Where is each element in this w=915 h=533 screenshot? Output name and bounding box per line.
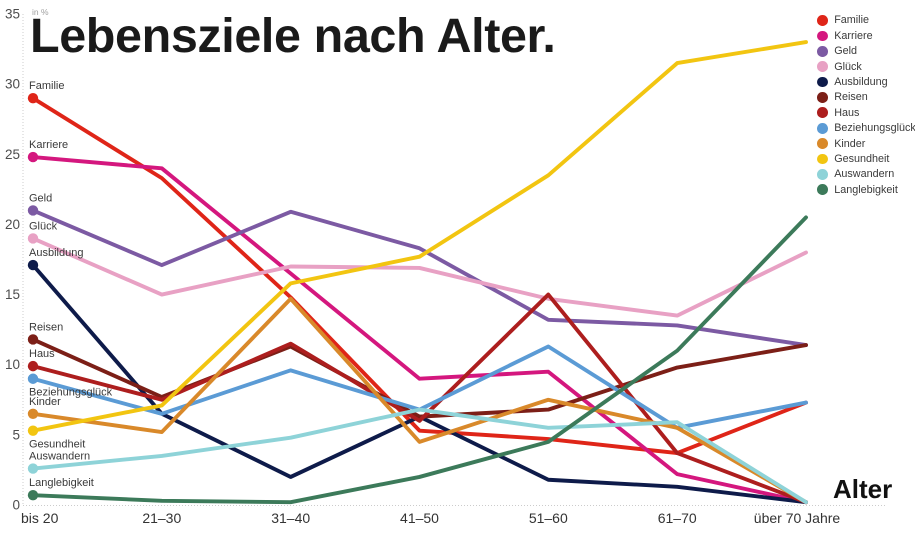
- svg-text:31–40: 31–40: [271, 510, 310, 526]
- svg-text:Langlebigkeit: Langlebigkeit: [29, 477, 94, 489]
- svg-text:61–70: 61–70: [658, 510, 697, 526]
- svg-text:51–60: 51–60: [529, 510, 568, 526]
- svg-text:Reisen: Reisen: [29, 321, 63, 333]
- svg-text:10: 10: [5, 357, 20, 372]
- svg-text:Kinder: Kinder: [29, 396, 61, 408]
- svg-text:Karriere: Karriere: [29, 139, 68, 151]
- svg-text:21–30: 21–30: [142, 510, 181, 526]
- svg-text:Ausbildung: Ausbildung: [29, 247, 83, 259]
- svg-text:über 70 Jahre: über 70 Jahre: [754, 510, 841, 526]
- svg-text:Geld: Geld: [29, 192, 52, 204]
- svg-text:30: 30: [5, 77, 20, 92]
- svg-text:Familie: Familie: [29, 80, 64, 92]
- svg-text:41–50: 41–50: [400, 510, 439, 526]
- svg-text:Haus: Haus: [29, 348, 55, 360]
- svg-text:0: 0: [12, 498, 20, 513]
- svg-text:bis 20: bis 20: [21, 510, 59, 526]
- svg-text:25: 25: [5, 147, 20, 162]
- svg-text:20: 20: [5, 217, 20, 232]
- svg-text:Glück: Glück: [29, 220, 58, 232]
- svg-text:Gesundheit: Gesundheit: [29, 439, 85, 451]
- svg-text:35: 35: [5, 7, 20, 22]
- svg-text:5: 5: [12, 427, 20, 442]
- svg-text:15: 15: [5, 287, 20, 302]
- svg-text:Auswandern: Auswandern: [29, 451, 90, 463]
